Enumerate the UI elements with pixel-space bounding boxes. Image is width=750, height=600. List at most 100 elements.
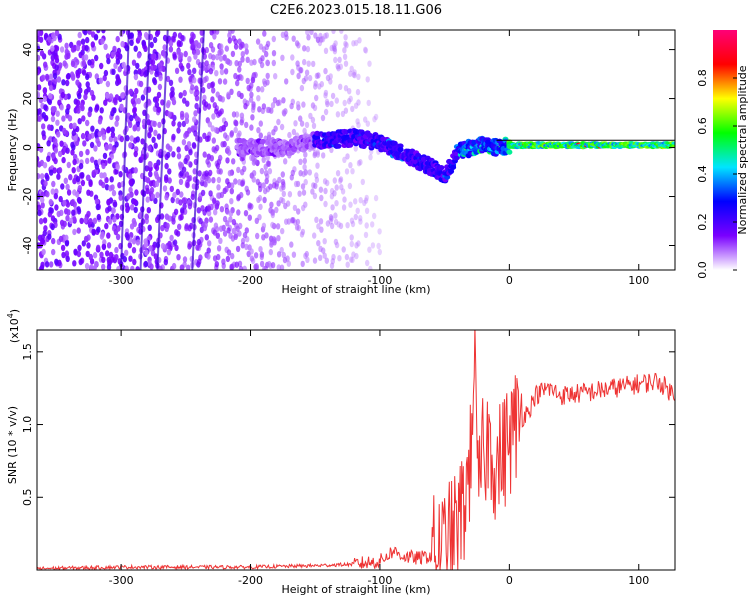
spectrogram-cell: [86, 189, 91, 196]
spectrogram-cell: [192, 67, 197, 75]
spectrogram-cell: [140, 153, 145, 161]
spectrogram-cell: [206, 205, 212, 212]
spectrogram-cell: [61, 156, 66, 164]
spectrogram-cell: [115, 50, 120, 58]
figure-title: C2E6.2023.015.18.11.G06: [270, 3, 442, 18]
spectrogram-cell: [147, 145, 152, 152]
snr-line: [37, 330, 675, 570]
spectrogram-cell: [318, 218, 324, 225]
spectrogram-cell: [296, 42, 301, 49]
spectrogram-cell: [301, 77, 306, 85]
spectrogram-cell: [71, 129, 77, 137]
spectrogram-cell: [304, 69, 310, 76]
spectrogram-cell: [257, 194, 263, 202]
spectrogram-cell: [83, 54, 89, 61]
spectrogram-cell: [258, 246, 263, 253]
spectrogram-cell: [57, 167, 63, 174]
spectrogram-cell: [171, 120, 176, 127]
spectrogram-cell: [329, 100, 334, 108]
x-tick-label: -300: [109, 274, 134, 287]
spectrogram-cell: [60, 183, 65, 190]
spectrogram-cell: [65, 255, 70, 263]
spectrogram-cell: [209, 30, 214, 36]
spectrogram-cell: [37, 173, 41, 180]
spectrogram-cell: [331, 30, 336, 34]
spectrogram-cell: [333, 218, 339, 226]
spectrogram-cell: [316, 72, 321, 79]
spectrogram-cell: [216, 245, 222, 252]
spectrogram-streak: [191, 30, 205, 270]
spectrogram-cell: [196, 238, 202, 246]
spectrogram-cell: [270, 221, 275, 229]
spectrogram-cell: [258, 43, 264, 50]
spectrogram-cell: [325, 179, 330, 187]
spectrogram-cell: [99, 107, 104, 114]
spectrogram-cell: [358, 218, 363, 225]
spectrogram-cell: [72, 216, 77, 223]
spectrogram-cell: [364, 207, 370, 214]
spectrogram-cell: [263, 187, 268, 195]
spectrogram-cell: [276, 118, 281, 126]
x-tick-label: -300: [109, 574, 134, 587]
spectrogram-cell: [71, 144, 76, 151]
spectrogram-cell: [281, 97, 286, 104]
spectrogram-cell: [85, 250, 90, 258]
spectrogram-cell: [128, 179, 133, 186]
spectrogram-streak: [139, 30, 151, 270]
spectrogram-cell: [131, 59, 137, 66]
spectrogram-cell: [180, 207, 185, 214]
spectrogram-cell: [55, 110, 60, 117]
spectrogram-cell: [329, 44, 334, 52]
spectrogram-cell: [264, 50, 269, 58]
spectrogram-cell: [90, 125, 95, 132]
spectrogram-cell: [53, 50, 58, 57]
spectrogram-cell: [224, 45, 229, 52]
spectrogram-cell: [129, 114, 134, 122]
spectrogram-cell: [213, 126, 219, 134]
spectrogram-cell: [99, 62, 104, 70]
spectrogram-cell: [106, 127, 111, 134]
spectrogram-cell: [279, 246, 284, 254]
spectrogram-cell: [365, 259, 370, 267]
spectrogram-cell: [92, 217, 98, 224]
spectrogram-cell: [77, 185, 83, 192]
spectrogram-cell: [134, 87, 139, 95]
spectrogram-cell: [135, 136, 140, 143]
spectrogram-cell: [254, 262, 259, 270]
spectrogram-cell: [313, 182, 318, 190]
spectrogram-cell: [240, 242, 245, 249]
snr-series: [37, 330, 675, 570]
spectrogram-cell: [61, 115, 66, 122]
spectrogram-cell: [164, 162, 169, 170]
spectrogram-cell: [217, 94, 222, 102]
spectrogram-cell: [54, 64, 59, 71]
spectrogram-cell: [175, 188, 180, 196]
spectrogram-cell: [181, 139, 187, 146]
spectrogram-cell: [94, 104, 100, 112]
spectrogram-cell: [335, 170, 341, 177]
spectrogram-cell: [129, 39, 134, 46]
spectrogram-cell: [170, 196, 175, 204]
spectrogram-cell: [243, 210, 249, 217]
spectrogram-cell: [206, 177, 212, 184]
spectrogram-cell: [249, 248, 254, 255]
spectrogram-cell: [81, 115, 86, 122]
spectrogram-cell: [176, 153, 182, 160]
spectrogram-cell: [153, 142, 158, 149]
spectrogram-cell: [47, 36, 52, 43]
spectrogram-cell: [37, 54, 41, 62]
spectrogram-cell: [57, 150, 63, 158]
spectrogram-cell: [88, 180, 93, 187]
spectrogram-cell: [37, 209, 42, 217]
spectrogram-cell: [167, 177, 172, 184]
spectrogram-cell: [194, 102, 199, 110]
spectrogram-cell: [328, 78, 333, 85]
spectrogram-cell: [259, 253, 264, 261]
spectrogram-cell: [94, 260, 99, 268]
spectrogram-cell: [85, 73, 90, 81]
spectrogram-cell: [154, 101, 160, 109]
spectrogram-cell: [87, 30, 92, 35]
spectrogram-ridge-cell: [506, 149, 513, 155]
spectrogram-cell: [306, 34, 311, 41]
